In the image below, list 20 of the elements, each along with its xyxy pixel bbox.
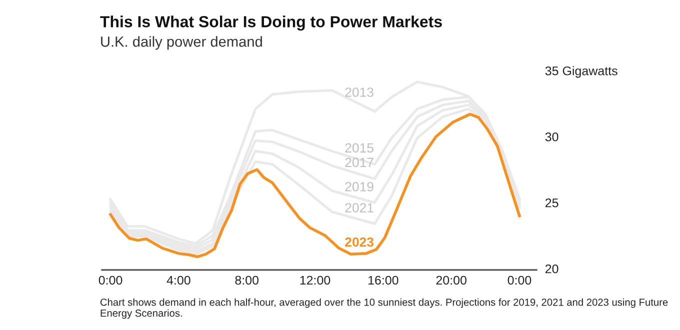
y-tick-label: 35 Gigawatts <box>545 66 618 78</box>
series-label: 2021 <box>345 203 374 212</box>
x-tick-label: 0:00 <box>98 276 122 285</box>
x-tick-label: 0:00 <box>508 276 532 285</box>
chart-subtitle: U.K. daily power demand <box>101 36 262 50</box>
series-label: 2015 <box>345 143 374 153</box>
y-tick-label: 30 <box>545 132 558 142</box>
x-tick-label: 4:00 <box>166 276 190 285</box>
series-label: 2019 <box>345 182 374 192</box>
series-label: 2017 <box>345 158 374 168</box>
x-tick-label: 16:00 <box>368 276 398 285</box>
x-tick-label: 20:00 <box>436 276 466 285</box>
y-tick-label: 25 <box>545 198 558 208</box>
chart-title: This Is What Solar Is Doing to Power Markets <box>100 16 442 31</box>
series-label: 2023 <box>345 237 374 247</box>
text: Chart shows demand in each half-hour, averaged over the 10 sunniest days. Projections for 2019, 2021 and 2023 using Future Energy Scenarios. <box>100 298 668 319</box>
x-tick-label: 8:00 <box>235 276 259 285</box>
series-label: 2013 <box>345 88 374 97</box>
x-tick-label: 12:00 <box>300 276 330 285</box>
y-tick-label: 20 <box>545 264 558 274</box>
